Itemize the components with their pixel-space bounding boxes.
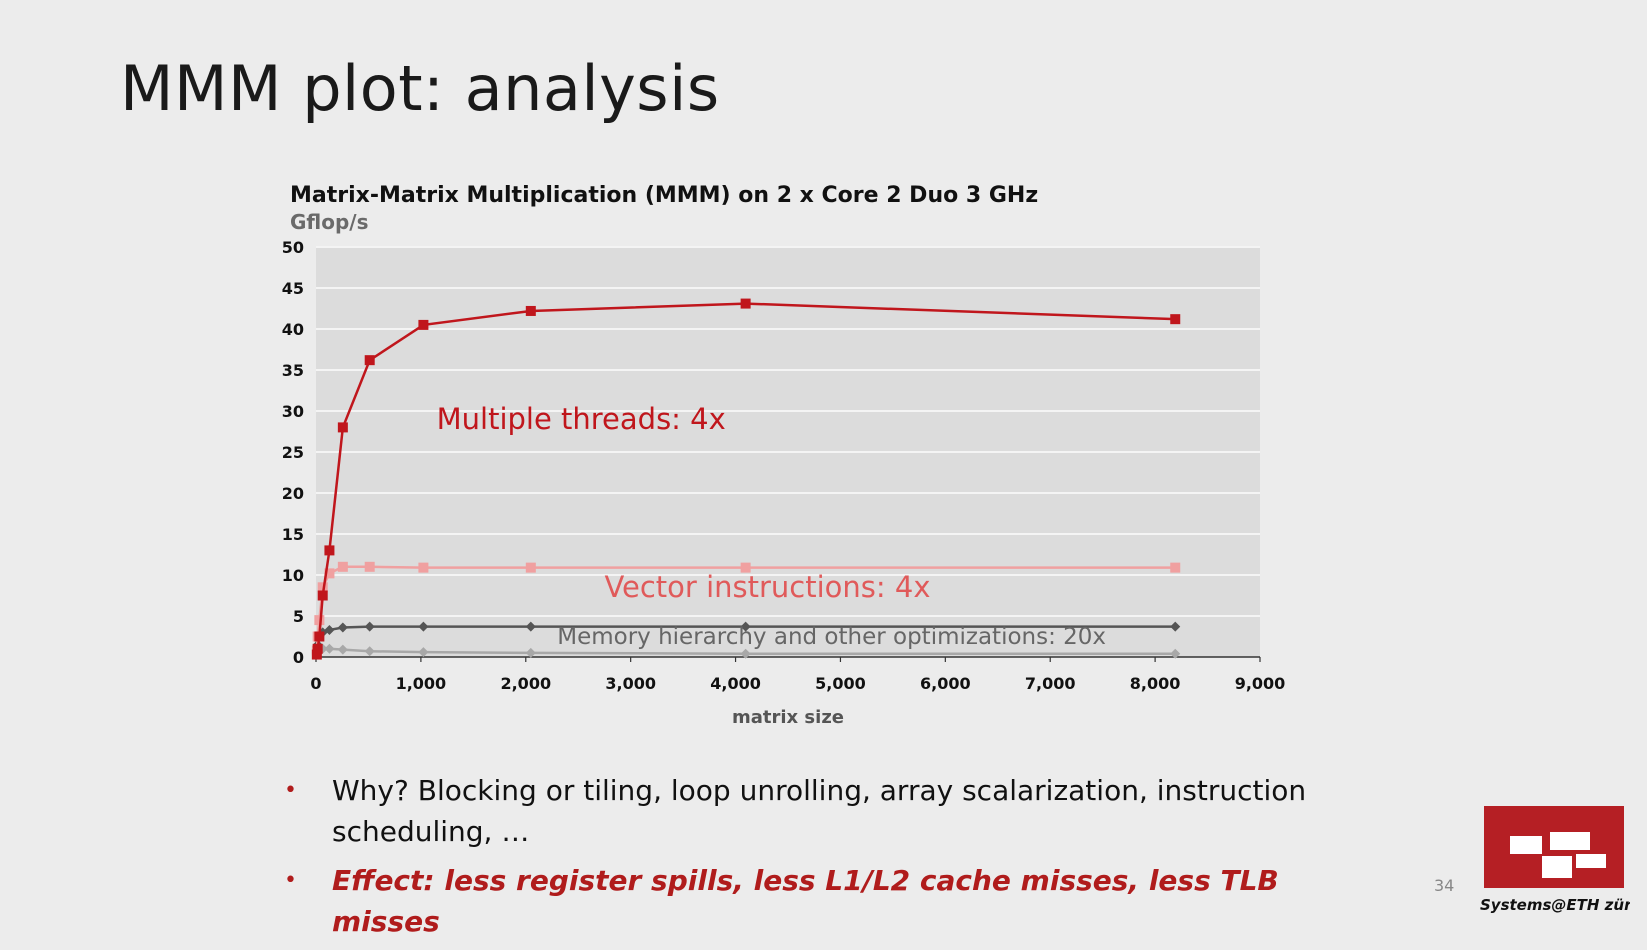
data-point-diamond <box>418 647 429 658</box>
bullet-item: • Why? Blocking or tiling, loop unrollin… <box>280 770 1360 852</box>
data-point-square <box>324 545 335 556</box>
chart-container: Matrix-Matrix Multiplication (MMM) on 2 … <box>270 178 1370 768</box>
grid-lines <box>316 246 1260 617</box>
y-tick-label: 30 <box>282 402 304 421</box>
data-point-square <box>312 643 323 654</box>
chart-annotation: Multiple threads: 4x <box>437 402 726 436</box>
data-point-square <box>1170 314 1181 325</box>
y-tick-label: 40 <box>282 320 304 339</box>
bullet-dot-icon: • <box>284 778 297 803</box>
slide-title: MMM plot: analysis <box>120 52 720 125</box>
series-group <box>311 298 1181 660</box>
y-tick-label: 10 <box>282 566 304 585</box>
data-point-diamond <box>740 648 751 659</box>
y-tick-label: 35 <box>282 361 304 380</box>
x-tick-label: 4,000 <box>710 674 761 693</box>
data-point-diamond <box>337 622 348 633</box>
page-number: 34 <box>1434 876 1455 895</box>
x-tick-label: 2,000 <box>500 674 551 693</box>
y-tick-label: 0 <box>293 648 304 667</box>
logo-text: Systems@ETH zürich <box>1480 896 1630 914</box>
chart-svg: Matrix-Matrix Multiplication (MMM) on 2 … <box>282 183 1286 728</box>
data-point-diamond <box>1170 621 1181 632</box>
data-point-diamond <box>324 624 335 635</box>
chart-x-axis-label: matrix size <box>732 707 844 728</box>
bullet-text: Effect: less register spills, less L1/L2… <box>332 864 1279 938</box>
x-tick-label: 8,000 <box>1130 674 1181 693</box>
data-point-square <box>317 590 328 601</box>
data-point-square <box>525 305 536 316</box>
chart-annotation: Vector instructions: 4x <box>604 570 930 604</box>
data-point-diamond <box>1170 648 1181 659</box>
data-point-diamond <box>418 621 429 632</box>
data-point-square <box>740 562 751 573</box>
data-point-diamond <box>740 621 751 632</box>
data-point-square <box>337 561 348 572</box>
axes <box>315 656 1261 662</box>
y-tick-label: 20 <box>282 484 304 503</box>
data-point-square <box>1170 562 1181 573</box>
data-point-diamond <box>525 647 536 658</box>
data-point-square <box>364 561 375 572</box>
bullet-list: • Why? Blocking or tiling, loop unrollin… <box>280 770 1360 950</box>
x-tick-label: 5,000 <box>815 674 866 693</box>
x-tick-label: 9,000 <box>1235 674 1286 693</box>
data-point-square <box>525 562 536 573</box>
x-tick-label: 0 <box>310 674 321 693</box>
x-tick-label: 6,000 <box>920 674 971 693</box>
y-tick-label: 15 <box>282 525 304 544</box>
x-tick-label: 1,000 <box>396 674 447 693</box>
data-point-square <box>324 568 335 579</box>
data-point-diamond <box>364 621 375 632</box>
bullet-dot-icon: • <box>284 868 297 893</box>
data-point-square <box>337 422 348 433</box>
x-tick-label: 3,000 <box>605 674 656 693</box>
annotations: Multiple threads: 4x Vector instructions:… <box>437 402 1106 650</box>
data-point-square <box>418 319 429 330</box>
data-point-diamond <box>525 621 536 632</box>
bullet-item-emphasis: • Effect: less register spills, less L1/… <box>280 860 1360 942</box>
y-tick-label: 25 <box>282 443 304 462</box>
series-3 <box>311 298 1181 660</box>
y-tick-labels: 0 5 10 15 20 25 30 35 40 45 50 <box>282 238 304 667</box>
data-point-square <box>314 615 325 626</box>
data-point-square <box>311 649 322 660</box>
y-tick-label: 45 <box>282 279 304 298</box>
x-tick-labels: 0 1,000 2,000 3,000 4,000 5,000 6,000 7,000 8,00… <box>310 674 1285 693</box>
data-point-square <box>418 562 429 573</box>
y-tick-label: 5 <box>293 607 304 626</box>
chart-y-axis-label: Gflop/s <box>290 210 369 234</box>
bullet-text: Why? Blocking or tiling, loop unrolling,… <box>332 774 1307 848</box>
chart-annotation: Memory hierarchy and other optimizations… <box>557 624 1106 650</box>
x-tick-label: 7,000 <box>1025 674 1076 693</box>
data-point-square <box>740 298 751 309</box>
data-point-square <box>364 355 375 366</box>
data-point-diamond <box>324 643 335 654</box>
data-point-square <box>314 631 325 642</box>
data-point-diamond <box>337 644 348 655</box>
chart-title: Matrix-Matrix Multiplication (MMM) on 2 … <box>290 183 1038 208</box>
data-point-diamond <box>364 646 375 657</box>
eth-systems-logo: Systems@ETH zürich <box>1480 806 1630 914</box>
y-tick-label: 50 <box>282 238 304 257</box>
